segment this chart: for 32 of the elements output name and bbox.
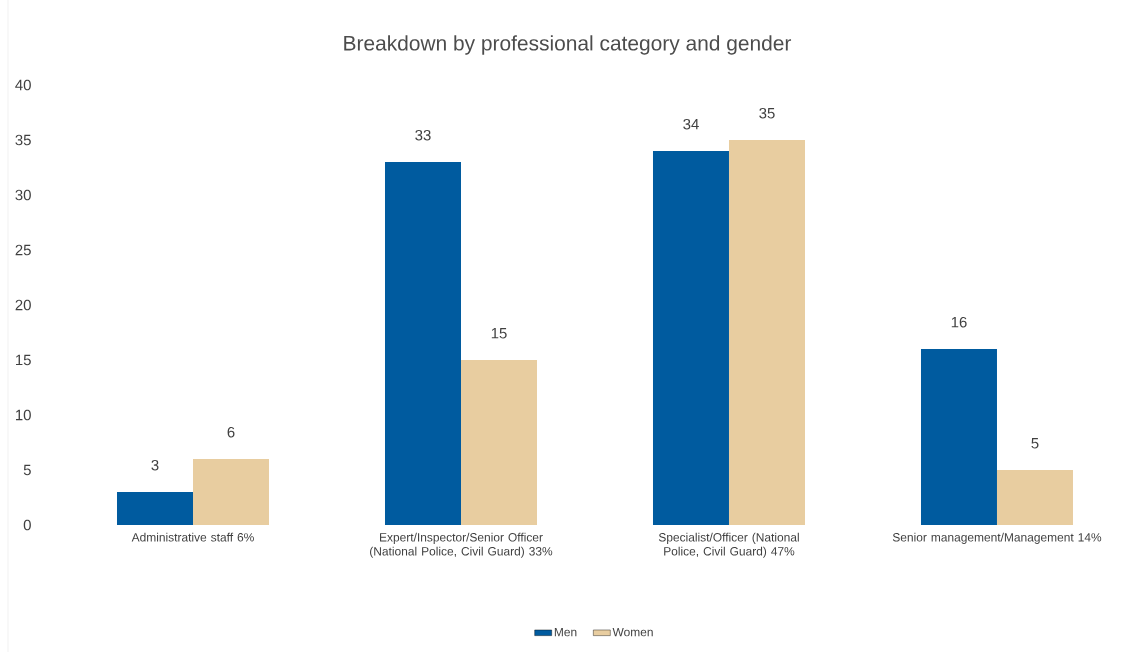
- bar: [193, 459, 269, 525]
- y-tick-label: 25: [15, 244, 31, 256]
- chart-title: Breakdown by professional category and gender: [344, 35, 792, 55]
- bar: [652, 151, 729, 525]
- x-tick-label: Expert/Inspector/Senior Officer (National Police, Civil Guard) 33%: [370, 532, 553, 558]
- legend-label: Women: [612, 627, 653, 637]
- y-tick-label: 10: [16, 409, 31, 421]
- x-tick-label: Administrative staff 6%: [131, 532, 254, 542]
- data-label: 33: [415, 129, 431, 141]
- x-tick-label: Specialist/Officer (National Police, Civil Guard) 47%: [658, 532, 799, 558]
- y-tick-label: 15: [16, 354, 31, 366]
- data-label: 5: [1031, 438, 1039, 449]
- legend-label: Men: [554, 627, 577, 637]
- y-tick-label: 40: [15, 79, 31, 91]
- data-label: 35: [759, 107, 775, 119]
- y-tick-label: 5: [23, 464, 31, 476]
- data-label: 15: [491, 328, 507, 339]
- y-tick-label: 20: [15, 299, 31, 311]
- data-label: 3: [151, 459, 159, 471]
- y-tick-label: 0: [23, 519, 31, 531]
- bar: [117, 492, 193, 525]
- bar: [384, 162, 461, 525]
- bar: [728, 140, 805, 525]
- x-tick-label: Senior management/Management 14%: [892, 532, 1102, 544]
- y-tick-label: 30: [15, 189, 31, 201]
- bar: [461, 360, 537, 525]
- data-label: 6: [227, 426, 235, 438]
- bar: [920, 349, 997, 525]
- data-label: 16: [951, 316, 967, 328]
- y-tick-label: 35: [15, 134, 31, 146]
- data-label: 34: [683, 118, 699, 130]
- bar: [996, 470, 1073, 525]
